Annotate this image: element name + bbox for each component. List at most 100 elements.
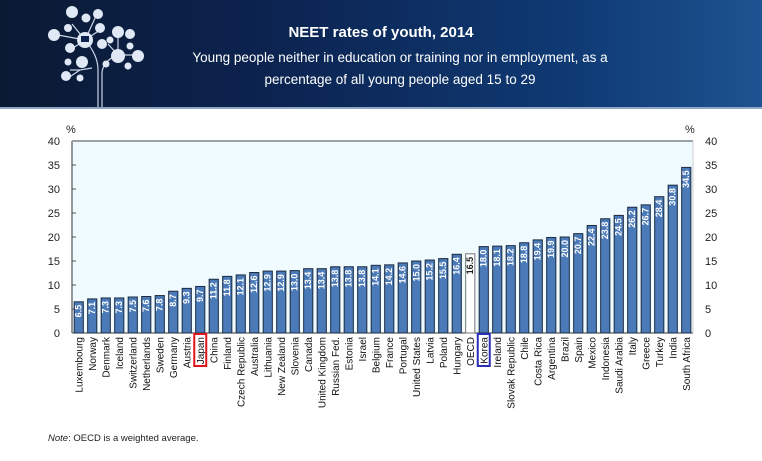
category-label: Hungary (452, 337, 463, 375)
category-label: Chile (520, 337, 531, 360)
y-tick-label-left: 35 (48, 160, 60, 172)
highlight-box-japan (193, 333, 208, 367)
value-label: 7.3 (101, 301, 111, 314)
y-tick-label-right: 10 (705, 280, 717, 292)
bar-germany (168, 290, 179, 334)
bar-united-kingdom (316, 268, 327, 334)
bar-austria (181, 287, 192, 334)
bars: 6.5 7.1 7.3 7.3 7.5 7.6 7.8 8.7 9.3 9.7 11.2 11.8 12… (73, 166, 692, 334)
category-label: Portugal (398, 337, 409, 374)
category-label: Luxembourg (74, 337, 85, 393)
bar-india (667, 184, 678, 334)
y-tick-label-right: 5 (705, 304, 711, 316)
category-label: New Zealand (277, 337, 288, 396)
category-label: Brazil (560, 337, 571, 362)
bar-brazil (559, 236, 570, 334)
value-label: 18.1 (492, 249, 502, 267)
bar-oecd (465, 253, 476, 334)
value-label: 15.5 (438, 262, 448, 280)
value-label: 13.4 (317, 272, 327, 290)
y-axis-unit-left: % (66, 124, 76, 136)
bar-ireland (492, 245, 503, 334)
y-tick-label-right: 40 (705, 136, 717, 148)
header-banner: NEET rates of youth, 2014 Young people n… (0, 0, 762, 109)
value-label: 23.8 (600, 222, 610, 240)
category-label: India (668, 337, 679, 359)
y-tick-label-left: 40 (48, 136, 60, 148)
y-tick-label-left: 25 (48, 208, 60, 220)
bar-finland (222, 275, 233, 334)
category-label: United States (412, 337, 423, 397)
bar-norway (87, 298, 98, 334)
category-label: United Kingdom (317, 337, 328, 408)
category-label: OECD (466, 337, 477, 366)
bar-greece (640, 204, 651, 334)
value-label: 26.2 (627, 210, 637, 228)
y-tick-label-left: 20 (48, 232, 60, 244)
bar-turkey (654, 196, 665, 334)
value-label: 7.1 (87, 302, 97, 315)
value-label: 11.8 (222, 279, 232, 296)
y-tick-label-right: 20 (705, 232, 717, 244)
category-label: Italy (628, 337, 639, 355)
value-label: 13.0 (290, 274, 300, 292)
bar-new-zealand (276, 270, 287, 334)
category-label: China (209, 337, 220, 364)
bar-belgium (370, 264, 381, 334)
category-label: Denmark (101, 336, 112, 378)
value-label: 20.7 (573, 237, 583, 255)
value-label: 14.6 (398, 266, 408, 284)
category-label: Poland (439, 337, 450, 368)
category-label: Sweden (155, 337, 166, 373)
bar-slovak-republic (505, 245, 516, 334)
value-label: 19.9 (546, 240, 556, 258)
footnote: Note: OECD is a weighted average. (48, 433, 199, 444)
value-label: 12.6 (249, 276, 259, 294)
bar-luxembourg (73, 301, 84, 334)
y-tick-label-left: 5 (54, 304, 60, 316)
category-label: Costa Rica (533, 337, 544, 386)
value-label: 7.8 (155, 299, 165, 312)
y-tick-label-right: 25 (705, 208, 717, 220)
category-label: Germany (169, 337, 180, 378)
category-label: Argentina (547, 337, 558, 380)
value-label: 20.0 (560, 240, 570, 258)
value-label: 13.4 (303, 272, 313, 290)
value-label: 11.2 (209, 282, 219, 299)
category-label: Lithuania (263, 337, 274, 378)
y-tick-label-left: 10 (48, 280, 60, 292)
value-label: 7.5 (128, 300, 138, 313)
category-label: Canada (304, 337, 315, 372)
value-label: 16.4 (452, 257, 462, 275)
category-labels: Luxembourg Norway Denmark Iceland Switzerlan… (74, 333, 693, 409)
category-label: Korea (479, 337, 490, 364)
bar-spain (573, 233, 584, 334)
bar-costa-rica (532, 239, 543, 334)
category-label: Norway (88, 337, 99, 371)
bar-china (208, 278, 219, 334)
value-label: 24.5 (614, 218, 624, 236)
value-label: 19.4 (533, 243, 543, 261)
category-label: Israel (358, 337, 369, 361)
bar-estonia (343, 266, 354, 334)
value-label: 18.8 (519, 246, 529, 264)
category-label: Slovak Republic (506, 337, 517, 409)
value-label: 34.5 (681, 170, 691, 188)
left-y-axis: 0 5 10 15 20 25 30 35 40 (48, 136, 693, 340)
value-label: 28.4 (654, 200, 664, 218)
category-label: France (385, 337, 396, 369)
y-tick-label-right: 15 (705, 256, 717, 268)
value-label: 30.8 (668, 188, 678, 206)
bar-chile (519, 242, 530, 334)
value-label: 22.4 (587, 228, 597, 246)
bar-lithuania (262, 270, 273, 334)
bar-mexico (586, 224, 597, 334)
value-label: 14.1 (371, 268, 381, 286)
category-label: Greece (641, 337, 652, 370)
category-label: Ireland (493, 337, 504, 368)
bar-indonesia (600, 218, 611, 334)
value-label: 13.8 (330, 270, 340, 288)
bar-south-africa (681, 166, 692, 334)
bar-denmark (100, 297, 111, 334)
category-label: Mexico (587, 337, 598, 369)
